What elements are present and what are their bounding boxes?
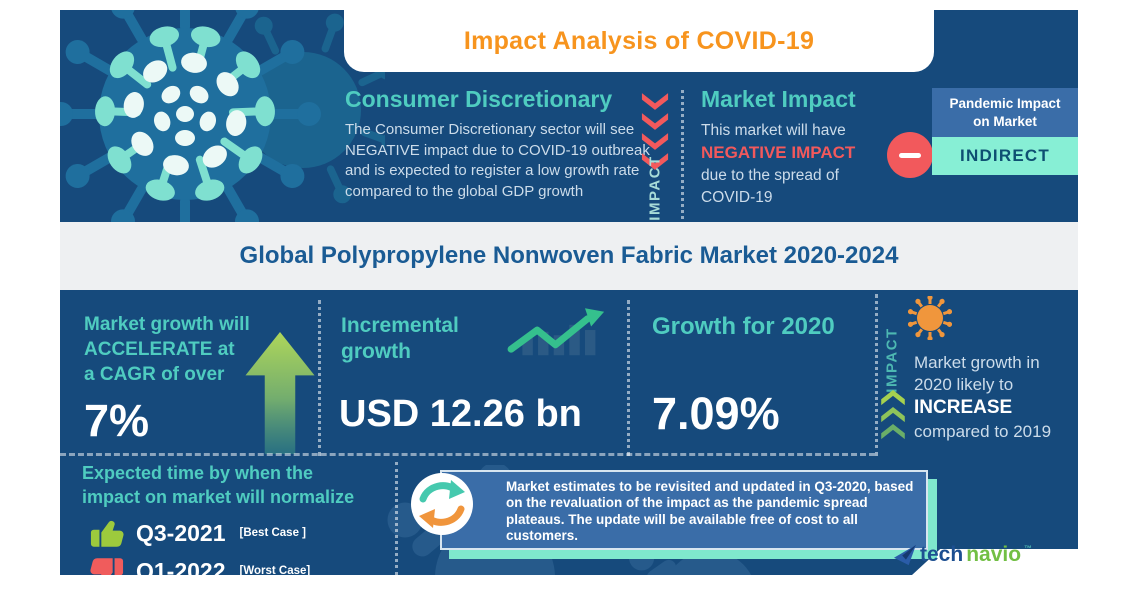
separator [318,300,321,456]
pandemic-box-header: Pandemic Impact on Market [932,88,1078,138]
chevron-up-icon [881,424,905,440]
impact-down-indicator [638,92,672,172]
separator [395,462,398,575]
separator [875,294,878,456]
technavio-logo: tech navio ™ [893,544,1032,566]
impact-line: compared to 2019 [914,421,1052,441]
increase-text: INCREASE [914,397,1013,419]
incremental-growth-section: Incremental growth [341,313,626,364]
cagr-line: a CAGR of over [84,364,225,386]
market-impact-line: due to the spread of [701,166,839,184]
chevron-up-icon [881,407,905,423]
separator [60,453,875,456]
note-box: Market estimates to be revisited and upd… [440,470,928,550]
best-case-value: Q3-2021 [136,519,226,546]
chevron-down-icon [641,93,669,110]
growth-2020-section: Growth for 2020 [652,313,835,341]
note-text: Market estimates to be revisited and upd… [506,479,914,544]
impact-2020-section: IMPACT Market growth in 2020 likely to I… [878,296,1078,458]
growth-arrow-icon [245,332,315,454]
impact-up-indicator [880,390,906,441]
market-impact-line: COVID-19 [701,188,773,206]
growth-label: Growth for [652,313,782,340]
chevron-up-icon [881,390,905,406]
separator [627,300,630,456]
growth-year: 2020 [781,313,835,340]
cagr-section: Market growth will ACCELERATE at a CAGR … [84,312,250,447]
chevron-down-icon [641,133,669,150]
market-impact-line: This market will have [701,122,846,139]
best-case-row: Q3-2021 [Best Case ] [90,519,402,548]
impact-2020-text: Market growth in 2020 likely to INCREASE… [914,352,1078,443]
worst-case-value: Q1-2022 [136,557,226,575]
worst-case-row: Q1-2022 [Worst Case] [90,557,402,575]
impact-line: Market growth in [914,353,1040,372]
separator [681,90,684,225]
normalize-heading: impact on market will normalize [82,486,355,507]
chevron-down-icon [641,153,669,170]
worst-case-label: [Worst Case] [239,565,311,575]
market-impact-section: Market Impact This market will have NEGA… [701,86,891,209]
title-banner: Impact Analysis of COVID-19 [344,10,934,72]
impact-vertical-label: IMPACT [883,327,901,393]
minus-icon [887,132,933,178]
virus-icon [908,296,952,340]
thumbs-up-icon [90,520,124,547]
impact-line: 2020 likely to [914,375,1014,395]
pandemic-impact-value: INDIRECT [932,137,1078,176]
best-case-label: [Best Case ] [239,527,306,540]
page-title: Impact Analysis of COVID-19 [463,26,815,55]
market-impact-heading: Market Impact [701,86,856,112]
market-title: Global Polypropylene Nonwoven Fabric Mar… [239,242,899,269]
market-title-band: Global Polypropylene Nonwoven Fabric Mar… [60,222,1078,290]
chevron-down-icon [641,113,669,130]
coronavirus-illustration [60,10,385,250]
consumer-heading: Consumer Discretionary [345,86,613,112]
technavio-icon [894,544,916,566]
logo-text-navio: navio [966,543,1022,566]
thumbs-down-icon [90,558,124,575]
pandemic-impact-box: Pandemic Impact on Market INDIRECT [932,88,1078,176]
impact-vertical-label: IMPACT [646,155,664,221]
normalize-heading: Expected time by when the [82,463,314,483]
incremental-label: growth [341,339,411,363]
cagr-line: Market growth will [84,314,250,335]
cagr-line: ACCELERATE at [84,339,235,361]
negative-impact-text: NEGATIVE IMPACT [701,143,856,162]
cagr-value: 7% [84,395,150,447]
trademark-symbol: ™ [1024,544,1033,553]
line-chart-icon [507,308,605,356]
brand-corner [912,549,1078,575]
logo-text-tech: tech [920,543,964,566]
consumer-discretionary-section: Consumer Discretionary The Consumer Disc… [345,86,651,203]
normalize-section: Expected time by when the impact on mark… [82,462,402,575]
refresh-icon [411,473,473,535]
incremental-value: USD 12.26 bn [339,393,582,435]
consumer-body: The Consumer Discretionary sector will s… [345,121,650,201]
incremental-label: Incremental [341,314,459,337]
covid-impact-infographic: Impact Analysis of COVID-19 Consumer Dis… [60,10,1078,575]
growth-2020-value: 7.09% [652,388,780,439]
